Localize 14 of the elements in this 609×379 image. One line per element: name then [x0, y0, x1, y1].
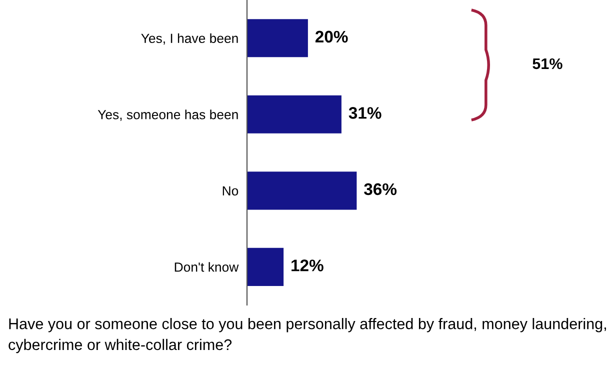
- text: Have you or someone close to you been personally affected by fraud, money laundering, cybercrime or white-collar crime?: [8, 318, 606, 354]
- data-label: 36%: [364, 183, 397, 196]
- bar: [247, 248, 284, 286]
- text: 51%: [532, 58, 562, 70]
- data-label: 31%: [348, 107, 382, 119]
- bar: [247, 19, 308, 58]
- data-label: 12%: [292, 260, 324, 272]
- y-tick-label: Don't know: [174, 262, 239, 272]
- y-tick-label: Yes, someone has been: [98, 110, 238, 121]
- bar: [247, 95, 342, 134]
- y-tick-label: No: [222, 186, 238, 196]
- y-tick-label: Yes, I have been: [141, 33, 238, 45]
- bar: [247, 172, 357, 210]
- data-label: 20%: [315, 30, 348, 43]
